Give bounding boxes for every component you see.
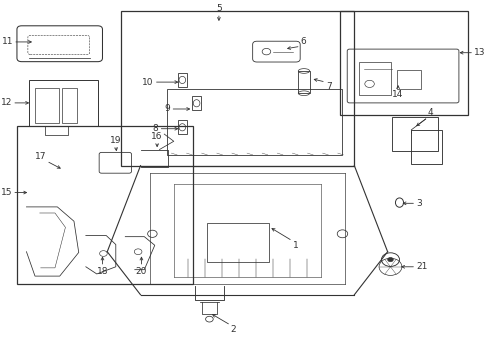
Bar xyxy=(391,117,437,151)
Text: 19: 19 xyxy=(110,136,122,145)
Bar xyxy=(62,88,77,123)
Bar xyxy=(35,88,59,123)
Text: 20: 20 xyxy=(136,267,147,276)
Bar xyxy=(206,223,268,262)
Text: 3: 3 xyxy=(415,199,421,208)
Bar xyxy=(339,12,468,116)
Bar xyxy=(177,121,187,134)
Text: 4: 4 xyxy=(427,108,433,117)
Text: 6: 6 xyxy=(300,37,306,46)
Bar xyxy=(29,80,98,126)
Bar xyxy=(298,71,309,93)
Text: 18: 18 xyxy=(97,267,108,276)
Text: 8: 8 xyxy=(153,124,158,133)
Text: 12: 12 xyxy=(1,98,12,107)
Text: 21: 21 xyxy=(415,262,427,271)
Text: 13: 13 xyxy=(473,48,485,57)
Bar xyxy=(191,96,201,110)
Bar xyxy=(17,126,192,284)
Bar xyxy=(177,73,187,87)
Text: 2: 2 xyxy=(230,325,236,334)
Bar xyxy=(358,62,390,95)
Text: 16: 16 xyxy=(151,132,163,141)
Bar xyxy=(166,89,342,155)
Text: 17: 17 xyxy=(35,152,46,161)
Circle shape xyxy=(387,257,392,262)
Text: 1: 1 xyxy=(292,241,298,250)
Text: 7: 7 xyxy=(325,82,331,91)
Text: 14: 14 xyxy=(391,90,403,99)
Text: 15: 15 xyxy=(0,188,12,197)
Text: 9: 9 xyxy=(164,104,170,113)
Text: 11: 11 xyxy=(1,37,13,46)
Text: 5: 5 xyxy=(216,4,222,13)
Bar xyxy=(396,70,420,89)
Text: 10: 10 xyxy=(142,78,154,87)
Bar xyxy=(121,12,354,166)
Bar xyxy=(410,130,441,164)
